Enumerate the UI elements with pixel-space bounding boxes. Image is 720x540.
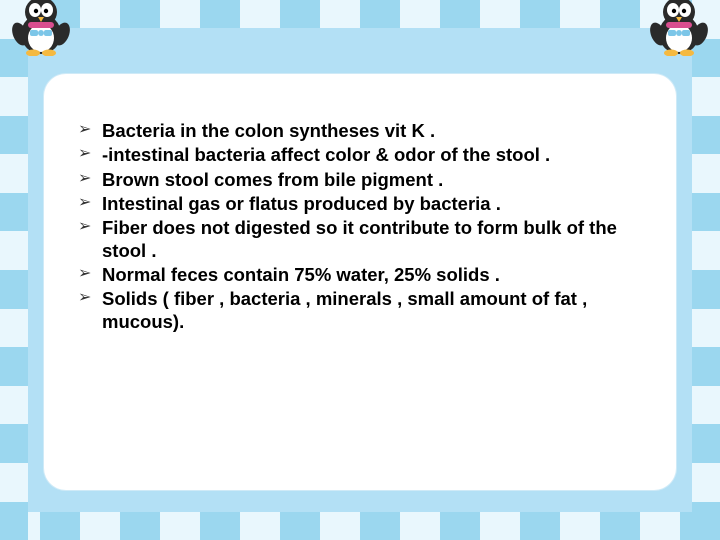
list-item: Brown stool comes from bile pigment . — [76, 169, 642, 192]
content-card: Bacteria in the colon syntheses vit K . … — [44, 74, 676, 490]
border-bottom — [0, 512, 720, 540]
list-item: -intestinal bacteria affect color & odor… — [76, 144, 642, 167]
list-item: Fiber does not digested so it contribute… — [76, 217, 642, 263]
list-item: Solids ( fiber , bacteria , minerals , s… — [76, 288, 642, 334]
bullet-list: Bacteria in the colon syntheses vit K . … — [76, 120, 642, 334]
border-left — [0, 0, 28, 540]
list-item: Intestinal gas or flatus produced by bac… — [76, 193, 642, 216]
penguin-decoration-left — [6, 0, 76, 56]
list-item: Normal feces contain 75% water, 25% soli… — [76, 264, 642, 287]
border-top — [0, 0, 720, 28]
border-right — [692, 0, 720, 540]
penguin-decoration-right — [644, 0, 714, 56]
list-item: Bacteria in the colon syntheses vit K . — [76, 120, 642, 143]
